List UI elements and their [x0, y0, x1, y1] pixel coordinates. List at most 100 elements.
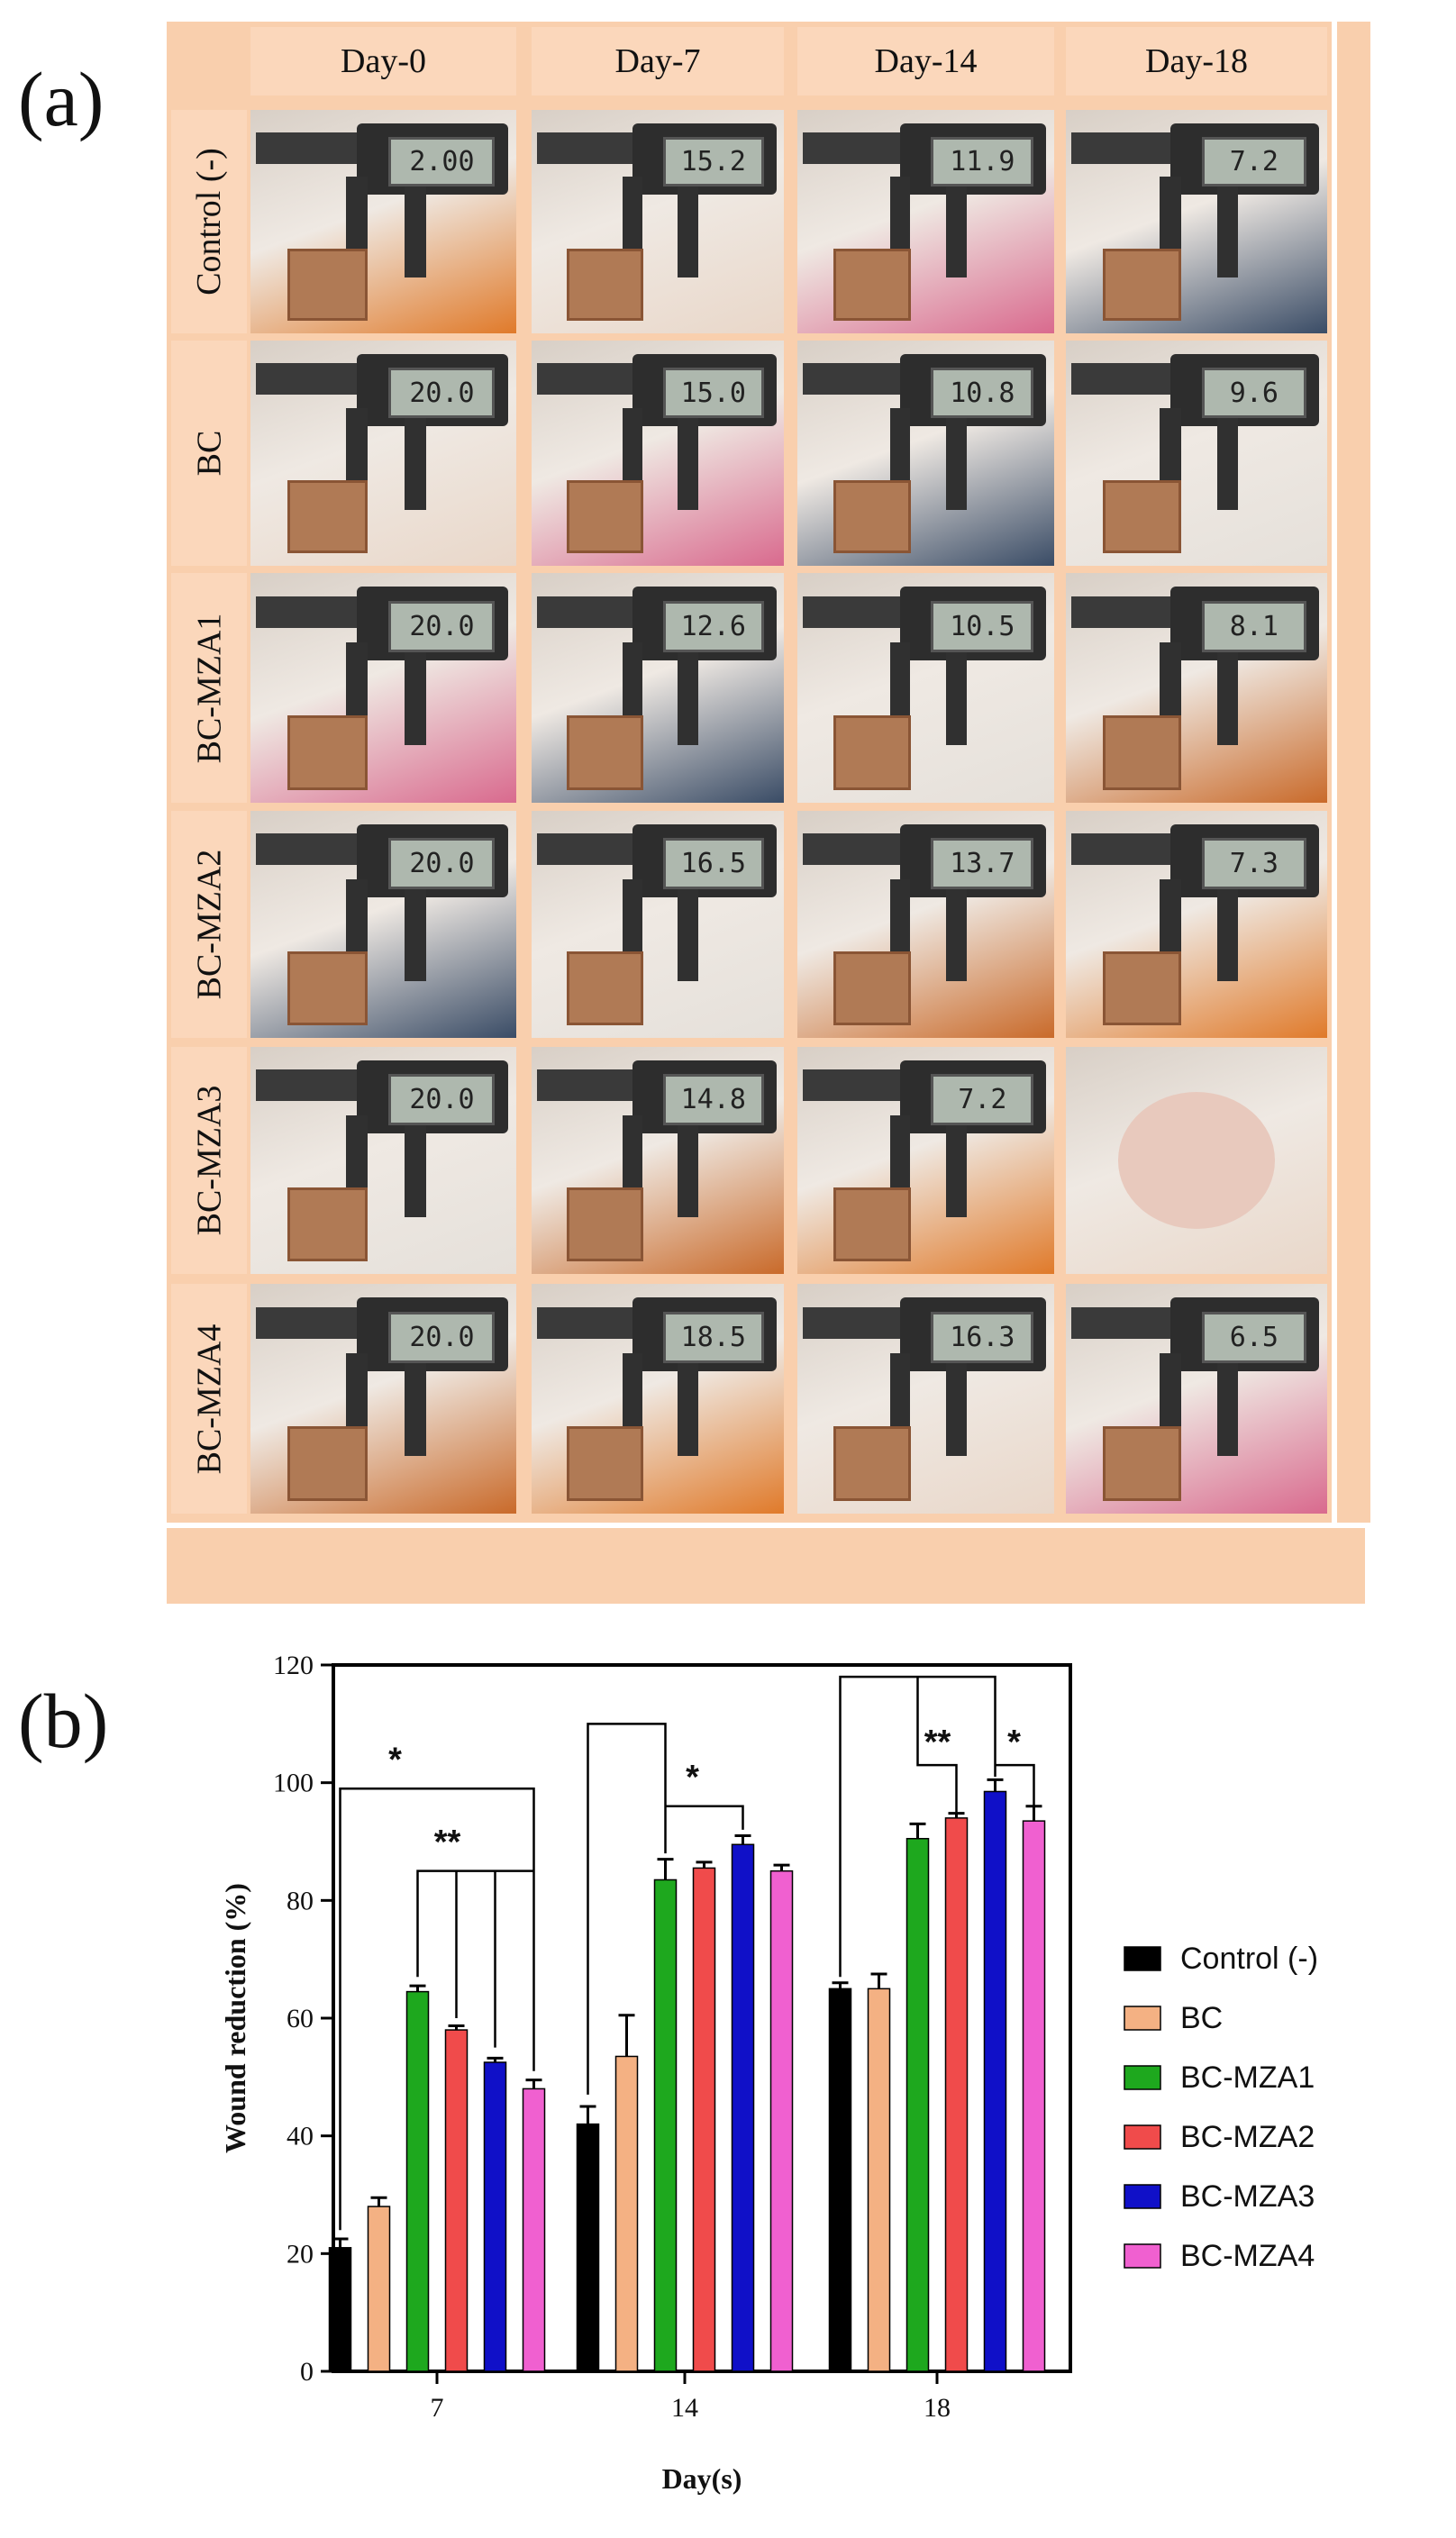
row-label: BC-MZA2	[171, 811, 247, 1038]
caliper-part	[1217, 1352, 1239, 1457]
caliper-part	[536, 1069, 638, 1102]
bar	[944, 1817, 969, 2372]
wound-photo: 14.8	[532, 1047, 784, 1274]
caliper-part	[1070, 1306, 1176, 1340]
y-tick-label: 0	[300, 2357, 314, 2387]
caliper-part	[536, 132, 638, 164]
wound-area	[287, 715, 368, 790]
caliper-reading: 20.0	[388, 838, 496, 889]
wound-photo: 13.7	[797, 811, 1054, 1038]
caliper-part	[536, 833, 638, 866]
x-axis-title: Day(s)	[662, 2462, 742, 2495]
wound-photo: 10.5	[797, 573, 1054, 803]
legend-swatch	[1124, 2184, 1161, 2209]
significance-bracket	[339, 1787, 535, 2231]
caliper-part	[678, 177, 698, 277]
legend-label: BC-MZA3	[1180, 2179, 1315, 2214]
wound-photo: 20.0	[250, 811, 516, 1038]
caliper-part	[1217, 878, 1239, 981]
caliper-reading: 2.00	[388, 136, 496, 187]
significance-bracket	[416, 1869, 534, 1978]
row-label: BC-MZA4	[171, 1284, 247, 1514]
caliper-part	[802, 1069, 905, 1102]
wound-area	[1102, 951, 1181, 1025]
caliper-reading: 13.7	[931, 838, 1034, 889]
wound-area	[1102, 1426, 1181, 1501]
caliper-part	[405, 1114, 426, 1217]
wound-area	[287, 951, 368, 1025]
wound-photo: 6.5	[1066, 1284, 1327, 1514]
wound-photo: 7.2	[1066, 110, 1327, 333]
bar	[828, 1988, 852, 2372]
caliper-part	[946, 1114, 968, 1217]
caliper-reading: 9.6	[1201, 368, 1306, 418]
bar	[405, 1990, 430, 2372]
bar	[1022, 1820, 1046, 2372]
caliper-part	[946, 878, 968, 981]
caliper-part	[946, 408, 968, 510]
y-tick-label: 120	[273, 1651, 314, 1680]
wound-photo: 7.2	[797, 1047, 1054, 1274]
wound-area	[567, 248, 643, 322]
wound-photo: 20.0	[250, 341, 516, 566]
caliper-part	[536, 1306, 638, 1340]
x-tick-label: 18	[924, 2393, 951, 2423]
wound-area	[287, 1187, 368, 1261]
y-tick-label: 60	[287, 2004, 314, 2033]
bar	[576, 2123, 600, 2372]
wound-area	[1102, 480, 1181, 553]
legend-label: BC-MZA2	[1180, 2120, 1315, 2154]
caliper-part	[1070, 363, 1176, 395]
column-header-day-7: Day-7	[532, 27, 784, 96]
significance-bracket	[587, 1723, 667, 2095]
wound-area	[567, 480, 643, 553]
bar	[731, 1843, 755, 2372]
x-tick-label: 7	[431, 2393, 444, 2423]
bar	[692, 1867, 716, 2372]
y-axis-title: Wound reduction (%)	[219, 1883, 251, 2153]
wound-area	[1102, 248, 1181, 322]
wound-photo	[1066, 1047, 1327, 1274]
caliper-reading: 8.1	[1201, 600, 1306, 652]
caliper-part	[802, 363, 905, 395]
wound-photo: 20.0	[250, 573, 516, 803]
legend-swatch	[1124, 2065, 1161, 2090]
legend-label: BC	[1180, 2001, 1223, 2035]
caliper-reading: 15.2	[662, 136, 764, 187]
significance-marker: *	[686, 1759, 699, 1797]
bar	[653, 1878, 678, 2372]
wound-area	[833, 248, 911, 322]
caliper-part	[802, 833, 905, 866]
caliper-part	[1070, 833, 1176, 866]
bar	[983, 1790, 1007, 2372]
caliper-part	[946, 177, 968, 277]
caliper-reading: 10.5	[931, 600, 1034, 652]
wound-area	[833, 1426, 911, 1501]
wound-area	[567, 951, 643, 1025]
caliper-part	[1217, 641, 1239, 746]
caliper-reading: 11.9	[931, 136, 1034, 187]
panel-label-b: (b)	[18, 1678, 109, 1764]
caliper-part	[802, 596, 905, 629]
caliper-part	[405, 878, 426, 981]
caliper-reading: 10.8	[931, 368, 1034, 418]
y-tick-label: 40	[287, 2122, 314, 2151]
wound-area	[287, 248, 368, 322]
wound-photo: 15.0	[532, 341, 784, 566]
bar	[483, 2061, 507, 2372]
significance-bracket	[665, 1805, 744, 1830]
caliper-reading: 7.3	[1201, 838, 1306, 889]
caliper-part	[802, 1306, 905, 1340]
caliper-part	[255, 132, 362, 164]
legend-swatch	[1124, 2243, 1161, 2269]
caliper-part	[1070, 596, 1176, 629]
caliper-part	[255, 833, 362, 866]
caliper-reading: 20.0	[388, 368, 496, 418]
caliper-part	[536, 596, 638, 629]
legend-label: BC-MZA1	[1180, 2060, 1315, 2095]
y-tick-label: 80	[287, 1886, 314, 1915]
caliper-reading: 20.0	[388, 1074, 496, 1125]
wound-photo: 18.5	[532, 1284, 784, 1514]
caliper-part	[946, 1352, 968, 1457]
caliper-part	[255, 596, 362, 629]
